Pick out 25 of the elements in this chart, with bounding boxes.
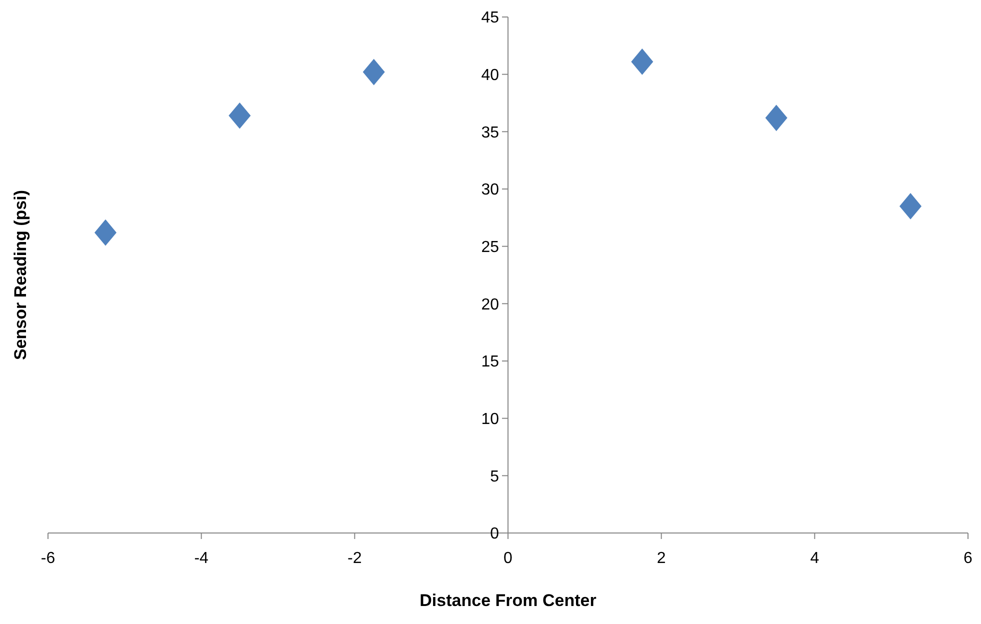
x-tick-label: -4 [194, 550, 209, 567]
point [631, 48, 654, 75]
x-tick-label: 6 [964, 550, 973, 567]
y-tick-label: 25 [481, 238, 500, 256]
point [94, 219, 117, 246]
y-tick-label: 40 [481, 66, 500, 84]
x-tick-label: -2 [348, 550, 362, 567]
x-tick-label: 2 [656, 550, 666, 567]
y-tick-label: 10 [481, 410, 500, 428]
x-tick-label: 4 [810, 550, 820, 567]
y-axis-title: Sensor Reading (psi) [11, 190, 30, 360]
point [765, 104, 788, 132]
y-tick-label: 20 [481, 296, 500, 314]
x-tick-label: 0 [504, 550, 513, 567]
y-tick-label: 0 [490, 526, 500, 543]
point [899, 193, 922, 220]
x-tick-label: -6 [40, 550, 56, 567]
y-tick-label: 35 [481, 124, 500, 142]
y-tick-label: 5 [490, 468, 500, 486]
y-tick-label: 15 [481, 354, 500, 371]
y-tick-label: 30 [481, 182, 500, 199]
point [228, 102, 251, 129]
point [362, 58, 385, 86]
y-tick-label: 45 [481, 10, 500, 27]
x-axis-title: Distance From Center [420, 591, 597, 610]
